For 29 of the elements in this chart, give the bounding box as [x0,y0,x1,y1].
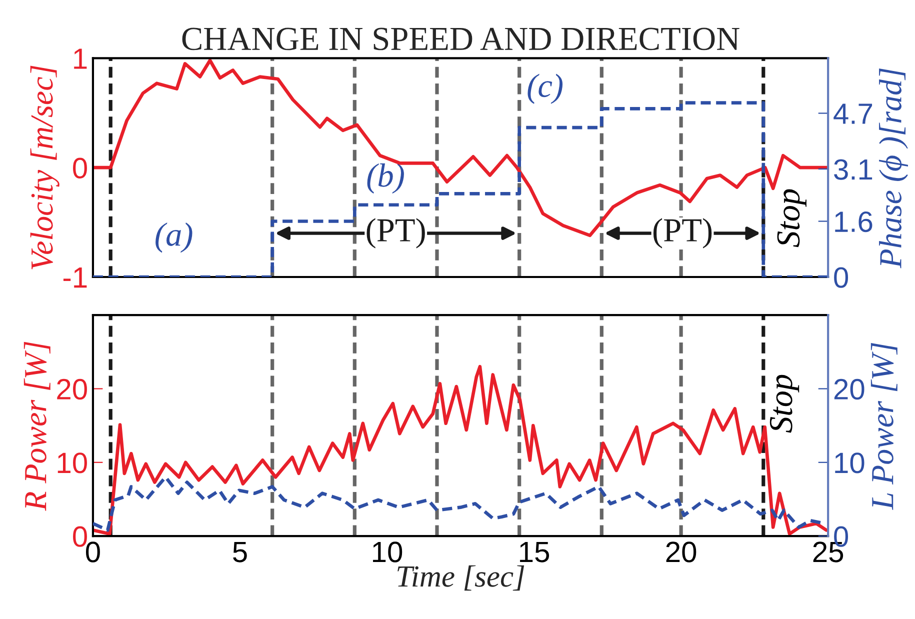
annotation: (PT) [366,218,425,248]
annotation: (a) [156,222,192,253]
annotation: Stop [777,189,806,248]
annotation: (PT) [653,218,712,248]
y-axis-title: Velocity [m/sec] [30,66,60,270]
y-tick-label: 1 [74,48,87,69]
x-tick-label: 20 [666,542,696,562]
chart-title: CHANGE IN SPEED AND DIRECTION [182,28,740,50]
y2-tick-label: 10 [835,452,864,474]
y-axis-title: R Power [W] [24,342,50,511]
x-tick-label: 10 [373,542,402,562]
annotation: Stop [770,374,800,433]
x-axis-title: Time [sec] [398,565,524,591]
y-tick-label: 0 [73,158,87,178]
y2-axis-title: Phase (ϕ )[rad] [879,68,908,268]
y2-tick-label: 0 [834,267,848,288]
y2-tick-label: 4.7 [834,104,872,124]
y-tick-label: 20 [57,378,87,400]
x-tick-label: 15 [520,542,550,562]
x-tick-label: 5 [233,542,247,562]
y-tick-label: 10 [58,452,87,474]
y-tick-label: -1 [63,268,87,288]
y2-axis-title: L Power [W] [870,342,898,510]
annotation: (c) [528,74,563,104]
y2-tick-label: 3.1 [834,159,872,180]
annotation: (b) [367,163,404,194]
y2-tick-label: 1.6 [835,211,872,232]
y-tick-label: 0 [73,526,87,547]
y2-tick-label: 20 [834,378,864,400]
